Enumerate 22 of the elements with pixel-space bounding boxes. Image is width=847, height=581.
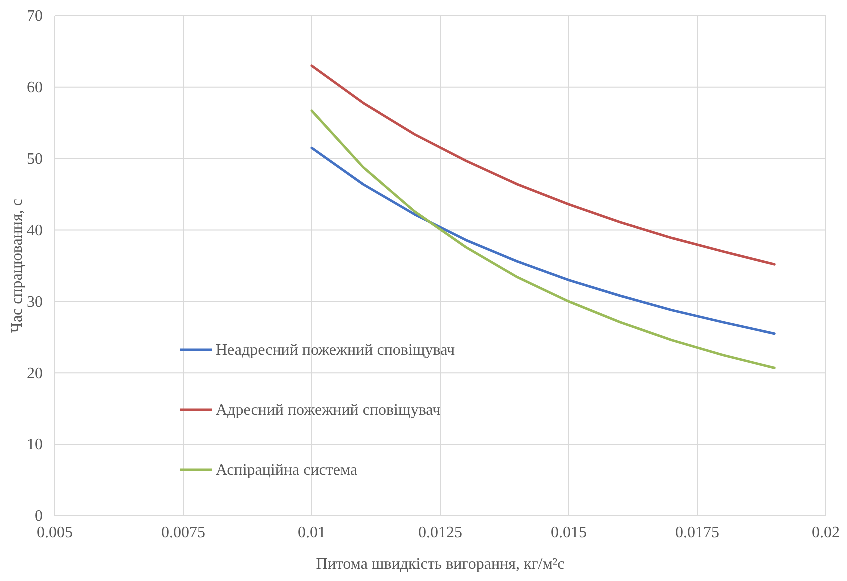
y-tick-label: 20 — [27, 365, 43, 382]
y-tick-label: 10 — [27, 436, 43, 454]
y-tick-label: 40 — [27, 222, 43, 240]
y-tick-label: 70 — [27, 8, 43, 26]
x-tick-label: 0.01 — [298, 524, 326, 542]
x-tick-label: 0.0075 — [162, 524, 206, 542]
x-tick-label: 0.0175 — [676, 524, 720, 542]
y-axis-title: Час спрацювання, с — [9, 199, 26, 333]
x-tick-label: 0.02 — [812, 524, 840, 542]
line-series — [310, 146, 776, 336]
x-tick-label: 0.005 — [37, 524, 73, 542]
y-tick-label: 30 — [27, 294, 43, 311]
line-series — [310, 64, 776, 266]
x-tick-label: 0.015 — [551, 524, 587, 542]
y-tick-label: 50 — [27, 150, 43, 168]
legend-label: Неадресний пожежний сповіщувач — [216, 342, 456, 359]
y-tick-label: 60 — [27, 80, 43, 97]
x-axis-title: Питома швидкість вигорання, кг/м²с — [316, 556, 565, 573]
x-tick-label: 0.0125 — [418, 524, 462, 542]
y-tick-label: 0 — [35, 508, 43, 526]
legend-label: Аспіраційна система — [216, 462, 358, 479]
legend-label: Адресний пожежний сповіщувач — [216, 402, 441, 419]
